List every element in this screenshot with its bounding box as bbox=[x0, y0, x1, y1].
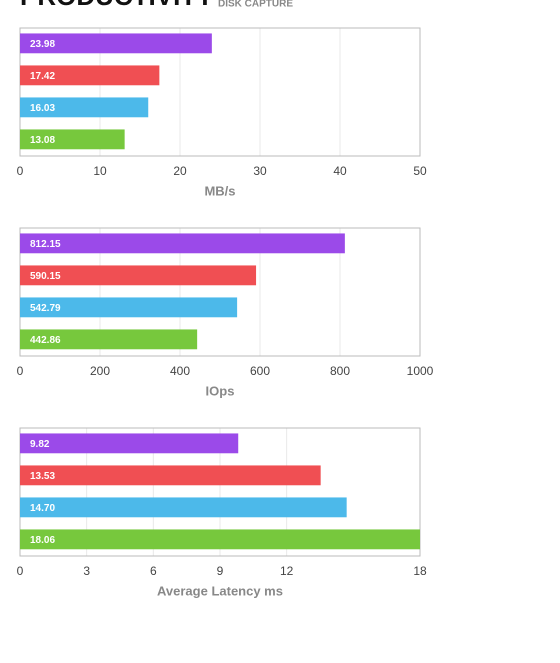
x-tick-label: 6 bbox=[150, 564, 157, 578]
value-label: 17.42 bbox=[30, 71, 55, 82]
value-label: 13.08 bbox=[30, 135, 55, 146]
x-axis-title: MB/s bbox=[204, 183, 235, 198]
page-subtitle: DISK CAPTURE bbox=[218, 0, 293, 10]
x-tick-label: 20 bbox=[173, 164, 187, 178]
bar bbox=[20, 433, 239, 454]
x-tick-label: 12 bbox=[280, 564, 294, 578]
bars bbox=[20, 33, 212, 150]
value-label: 812.15 bbox=[30, 239, 61, 250]
x-tick-label: 40 bbox=[333, 164, 347, 178]
value-label: 18.06 bbox=[30, 535, 55, 546]
plot-border bbox=[19, 227, 421, 357]
x-tick-label: 1000 bbox=[407, 364, 434, 378]
value-label: 23.98 bbox=[30, 39, 55, 50]
value-label: 590.15 bbox=[30, 271, 61, 282]
value-label: 442.86 bbox=[30, 335, 61, 346]
value-label: 16.03 bbox=[30, 103, 55, 114]
x-tick-label: 0 bbox=[17, 164, 24, 178]
bar bbox=[20, 465, 321, 486]
x-tick-label: 200 bbox=[90, 364, 110, 378]
value-label: 542.79 bbox=[30, 303, 61, 314]
x-tick-label: 0 bbox=[17, 564, 24, 578]
bar bbox=[20, 233, 345, 254]
bar bbox=[20, 265, 257, 286]
x-tick-label: 0 bbox=[17, 364, 24, 378]
x-tick-label: 600 bbox=[250, 364, 270, 378]
value-label: 9.82 bbox=[30, 439, 50, 450]
bar bbox=[20, 65, 160, 86]
x-tick-label: 3 bbox=[83, 564, 90, 578]
x-tick-label: 50 bbox=[413, 164, 427, 178]
x-tick-label: 30 bbox=[253, 164, 267, 178]
x-tick-label: 9 bbox=[217, 564, 224, 578]
bar bbox=[20, 329, 198, 350]
x-tick-label: 800 bbox=[330, 364, 350, 378]
bars bbox=[20, 433, 420, 550]
bar bbox=[20, 297, 238, 318]
bar bbox=[20, 97, 149, 118]
x-tick-label: 10 bbox=[93, 164, 107, 178]
page-title: PRODUCTIVITY bbox=[20, 0, 214, 11]
value-label: 13.53 bbox=[30, 471, 55, 482]
plot-border bbox=[19, 27, 421, 157]
x-tick-label: 18 bbox=[413, 564, 427, 578]
x-tick-label: 400 bbox=[170, 364, 190, 378]
bars bbox=[20, 233, 345, 350]
x-axis-title: IOps bbox=[206, 383, 235, 398]
bar bbox=[20, 497, 347, 518]
plot-border bbox=[19, 427, 421, 557]
x-axis-title: Average Latency ms bbox=[157, 583, 283, 598]
value-label: 14.70 bbox=[30, 503, 55, 514]
bar bbox=[20, 529, 420, 550]
bar bbox=[20, 33, 212, 54]
bar bbox=[20, 129, 125, 150]
